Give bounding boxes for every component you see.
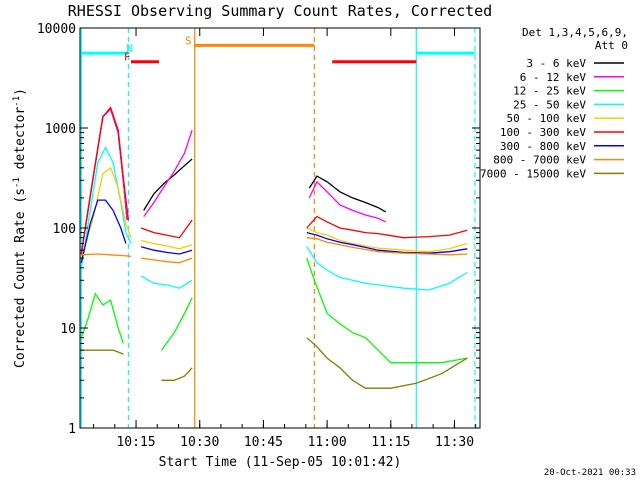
series-line-1: [143, 129, 193, 217]
footer-date: 20-Oct-2021 00:33: [544, 468, 636, 478]
legend-title: Det 1,3,4,5,6,9,: [522, 26, 628, 39]
y-tick-label: 1000: [45, 122, 76, 137]
x-tick-label: 10:30: [180, 435, 219, 450]
series-line-6: [140, 246, 193, 255]
series-line-0: [308, 175, 387, 213]
x-tick-label: 11:30: [435, 435, 474, 450]
series-line-3: [306, 246, 468, 291]
series-line-3: [80, 145, 132, 268]
instrument-state-lines: [80, 28, 476, 428]
y-axis-label-end: ): [13, 88, 28, 96]
series-line-5: [140, 219, 193, 239]
x-axis-label: Start Time (11-Sep-05 10:01:42): [159, 455, 402, 470]
y-axis-label-sup2: -1: [12, 96, 22, 107]
series-line-6: [306, 231, 468, 254]
series-line-7: [81, 253, 132, 258]
series-line-0: [143, 158, 193, 211]
legend-label: 7000 - 15000 keV: [480, 167, 586, 180]
legend-label: 800 - 7000 keV: [493, 154, 586, 167]
legend-label: 3 - 6 keV: [526, 57, 586, 70]
x-axis: 10:15 10:30 10:45 11:00 11:15 11:30: [93, 28, 477, 450]
series-line-4: [306, 227, 468, 253]
series-line-2: [160, 297, 193, 351]
series-line-1: [308, 180, 386, 223]
series-line-2: [306, 257, 468, 364]
legend-label: 100 - 300 keV: [500, 126, 586, 139]
y-tick-label: 10000: [37, 22, 76, 37]
x-tick-label: 11:00: [308, 435, 347, 450]
series-line-5: [306, 215, 468, 239]
flag-markers: NF S: [81, 34, 475, 64]
series-line-7: [141, 257, 193, 264]
y-axis: 1 10 100 1000 10000: [37, 22, 480, 437]
y-axis-label-main: Corrected Count Rate (s: [13, 188, 28, 368]
plot-frame: [79, 27, 481, 429]
legend-label: 6 - 12 keV: [520, 71, 587, 84]
series-line-8: [81, 349, 124, 355]
series-line-6: [80, 199, 127, 263]
series-line-2: [80, 292, 124, 344]
legend-title: Att 0: [595, 39, 628, 52]
x-tick-label: 10:15: [116, 435, 155, 450]
series-line-5: [80, 106, 130, 255]
y-axis-label-sup1: -1: [12, 177, 22, 188]
flag-label: S: [185, 34, 192, 47]
legend-label: 50 - 100 keV: [507, 112, 587, 125]
flag-label: N: [126, 42, 133, 55]
x-tick-label: 10:45: [244, 435, 283, 450]
y-tick-label: 10: [60, 322, 76, 337]
series-line-8: [306, 337, 468, 389]
series-line-8: [161, 367, 193, 381]
y-tick-label: 1: [68, 422, 76, 437]
y-axis-label: Corrected Count Rate (s-1 detector-1): [12, 88, 28, 368]
series-line-3: [140, 275, 193, 289]
series-lines: [80, 106, 468, 389]
series-line-4: [80, 166, 132, 259]
y-tick-label: 100: [53, 222, 76, 237]
legend-label: 300 - 800 keV: [500, 140, 586, 153]
y-axis-label-mid: detector: [13, 107, 28, 178]
legend-label: 25 - 50 keV: [513, 98, 586, 111]
chart-title: RHESSI Observing Summary Count Rates, Co…: [68, 2, 492, 20]
x-tick-label: 11:15: [371, 435, 410, 450]
series-line-7: [306, 237, 468, 256]
series-line-4: [140, 239, 193, 250]
flag-label: F: [124, 51, 131, 64]
legend-label: 12 - 25 keV: [513, 85, 586, 98]
